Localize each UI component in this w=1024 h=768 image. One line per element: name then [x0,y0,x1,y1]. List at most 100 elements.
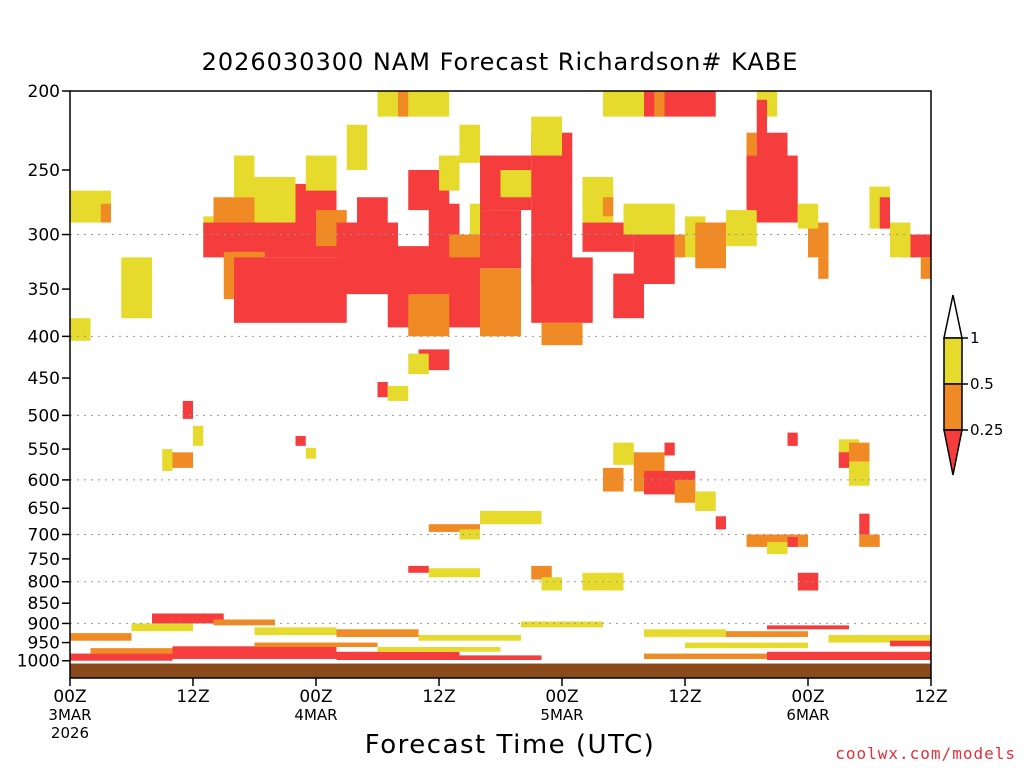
y-tick-label: 650 [28,499,60,519]
x-tick-label: 00Z [53,687,86,707]
ground-fill [70,663,931,678]
heatmap-cell-red [408,565,429,573]
heatmap-cell-orange [480,268,521,337]
heatmap-cell-orange [90,648,173,654]
x-tick-label: 00Z [791,687,824,707]
y-tick-label: 550 [28,440,60,460]
heatmap-cell-yellow [408,353,429,375]
x-axis-title: Forecast Time (UTC) [364,730,656,760]
heatmap-cell-orange [428,524,480,532]
heatmap-cell-yellow [377,91,450,117]
heatmap-cell-yellow [644,629,726,637]
heatmap-cell-orange [674,479,696,503]
y-tick-label: 800 [28,573,60,593]
y-axis-ticks: 200 250 300 350 400 450 500 550 600 650 700 750 8008… [17,82,70,672]
heatmap-cell-yellow [695,491,716,511]
x-tick-label: 12Z [914,687,947,707]
heatmap-cell-red [787,432,798,446]
heatmap-cell-yellow [623,203,675,235]
x-tick-label: 12Z [668,687,701,707]
heatmap-cell-yellow [480,510,542,525]
heatmap-cell-red [203,222,296,258]
heatmap-cell-yellow [828,635,931,643]
heatmap-cell-red [756,99,767,141]
heatmap-cell-orange [644,653,788,659]
heatmap-cell-orange [849,442,870,462]
heatmap-cell-red [879,197,890,229]
heatmap-cell-orange [213,619,275,626]
heatmap-cell-yellow [767,541,788,555]
x-date-label: 5MAR [540,706,583,724]
heatmap-cell-red [336,651,460,661]
x-tick-label: 12Z [422,687,455,707]
heatmap-cell-yellow [726,210,757,247]
heatmap-cell-orange [172,452,193,468]
heatmap-cell-red [459,655,542,661]
legend-label: 0.25 [970,421,1003,439]
heatmap-cell-yellow [531,116,562,156]
heatmap-cell-yellow [377,647,501,652]
x-date-label: 3MAR [48,706,91,724]
y-tick-label: 450 [28,369,60,389]
heatmap-cell-red [797,572,819,591]
heatmap-cell-red [234,257,347,323]
y-tick-label: 750 [28,550,60,570]
chart-title: 2026030300 NAM Forecast Richardson# KABE [201,48,799,76]
heatmap-cells [70,91,931,678]
heatmap-cell-red [531,257,593,323]
x-date-label: 4MAR [294,706,337,724]
heatmap-cell-red [70,653,173,661]
heatmap-cell-yellow [603,91,644,117]
heatmap-cell-yellow [387,385,409,401]
y-tick-label: 850 [28,594,60,614]
heatmap-cell-yellow [131,623,193,632]
heatmap-cell-yellow [613,442,634,465]
legend-arrow-top [943,294,963,339]
x-tick-label: 00Z [545,687,578,707]
y-tick-label: 500 [28,406,60,426]
y-tick-label: 600 [28,471,60,491]
heatmap-cell-red [172,646,337,659]
heatmap-cell-yellow [541,577,562,591]
heatmap-cell-yellow [121,257,152,319]
heatmap-cell-yellow [234,155,255,198]
heatmap-cell-red [756,132,788,204]
color-legend: 1 0.5 0.25 [943,294,1003,476]
heatmap-cell-orange [603,467,624,492]
heatmap-cell-red [664,442,675,456]
heatmap-cell-red [182,400,193,419]
heatmap-cell-orange [746,132,757,156]
x-tick-label: 12Z [176,687,209,707]
heatmap-cell-yellow [459,124,480,163]
y-tick-label: 1000 [17,652,60,672]
y-tick-label: 400 [28,327,60,347]
heatmap-cell-yellow [890,222,911,258]
heatmap-cell-yellow [346,124,368,170]
heatmap-cell-red [859,513,870,535]
heatmap-cell-orange [398,91,409,117]
heatmap-cell-yellow [254,627,337,636]
heatmap-cell-red [377,381,388,398]
heatmap-cell-orange [654,91,665,117]
heatmap-cell-orange [408,294,450,337]
heatmap-cell-red [633,234,675,285]
heatmap-cell-yellow [521,621,603,628]
heatmap-cell-red [152,613,224,624]
y-tick-label: 250 [28,161,60,181]
y-tick-label: 350 [28,280,60,300]
heatmap-cell-yellow [254,177,296,223]
heatmap-cell-red [480,210,521,269]
heatmap-cell-orange [541,322,583,346]
y-tick-label: 900 [28,614,60,634]
credit-watermark: coolwx.com/models [835,744,1016,763]
heatmap-cell-red [295,435,306,446]
heatmap-cell-yellow [418,635,521,641]
heatmap-cell-red [767,625,849,630]
y-tick-label: 700 [28,525,60,545]
heatmap-cell-yellow [305,447,316,459]
heatmap-cell-yellow [685,642,808,649]
legend-label: 0.5 [970,375,994,393]
y-tick-label: 200 [28,82,60,102]
